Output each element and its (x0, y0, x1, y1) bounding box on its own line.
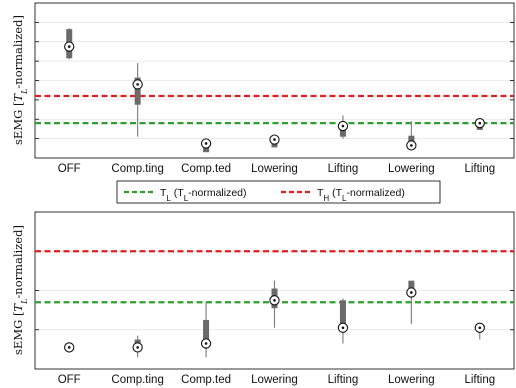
box-median-dot (341, 326, 345, 330)
legend-box (116, 180, 441, 204)
x-tick-label: Lowering (251, 163, 298, 175)
x-tick-label: Lifting (464, 374, 495, 386)
x-tick-label: Lifting (464, 163, 495, 175)
top-threshold-lines (35, 94, 514, 125)
x-tick-label: Lowering (388, 163, 435, 175)
legend-label-th: TH (TL-normalized) (317, 187, 405, 203)
box-median-dot (204, 342, 208, 345)
legend-label-tl: TL (TL-normalized) (160, 187, 247, 203)
box-median-dot (136, 346, 139, 349)
boxplot-7 (474, 322, 485, 340)
bottom-boxplots (64, 280, 485, 358)
box-iqr (134, 77, 141, 105)
top-x-tick-labels: OFF Comp.ting Comp.ted Lowering Lifting Lower… (58, 163, 495, 175)
boxplot-2 (132, 63, 143, 137)
x-tick-label: Lowering (251, 374, 298, 386)
x-tick-label: OFF (58, 163, 81, 175)
boxplot-6 (406, 280, 417, 324)
boxplot-4 (269, 280, 280, 328)
boxplot-3 (200, 138, 212, 153)
box-median-dot (410, 144, 413, 147)
x-tick-label: Lifting (328, 374, 359, 386)
x-tick-label: OFF (58, 374, 81, 386)
bottom-chart-panel: OFF Comp.ting Comp.ted Lowering Lifting Lower… (11, 211, 515, 386)
boxplot-1 (64, 342, 75, 353)
bottom-x-tick-labels: OFF Comp.ting Comp.ted Lowering Lifting Lower… (58, 374, 495, 386)
box-median-dot (273, 138, 276, 141)
box-median-dot (67, 45, 71, 48)
top-boxplots (64, 28, 485, 153)
top-y-axis-label: sEMG [TL-normalized] (11, 15, 29, 145)
bottom-y-axis-label: sEMG [TL-normalized] (11, 225, 29, 355)
boxplot-2 (132, 335, 143, 358)
box-median-dot (341, 124, 345, 128)
top-gridlines (35, 21, 514, 140)
box-median-dot (478, 121, 482, 125)
x-tick-label: Comp.ting (111, 374, 163, 386)
box-median-dot (67, 346, 71, 349)
box-iqr (339, 300, 346, 332)
boxplot-5 (337, 298, 349, 344)
boxplot-5 (337, 115, 349, 139)
boxplot-1 (64, 28, 75, 60)
legend: TL (TL-normalized) TH (TL-normalized) (116, 180, 441, 204)
boxplot-6 (406, 121, 417, 151)
box-median-dot (273, 299, 276, 302)
box-median-dot (204, 142, 208, 145)
x-tick-label: Lowering (388, 374, 435, 386)
x-tick-label: Lifting (328, 163, 359, 175)
x-tick-label: Comp.ted (181, 374, 231, 386)
boxplot-7 (474, 117, 485, 130)
x-tick-label: Comp.ting (111, 163, 163, 175)
boxplot-3 (200, 302, 212, 358)
boxplot-4 (269, 134, 280, 148)
x-tick-label: Comp.ted (181, 163, 231, 175)
box-median-dot (410, 291, 413, 294)
box-iqr (203, 319, 210, 348)
box-median-dot (478, 326, 482, 330)
box-median-dot (136, 83, 139, 86)
top-chart-panel: OFF Comp.ting Comp.ted Lowering Lifting Lower… (11, 2, 515, 175)
